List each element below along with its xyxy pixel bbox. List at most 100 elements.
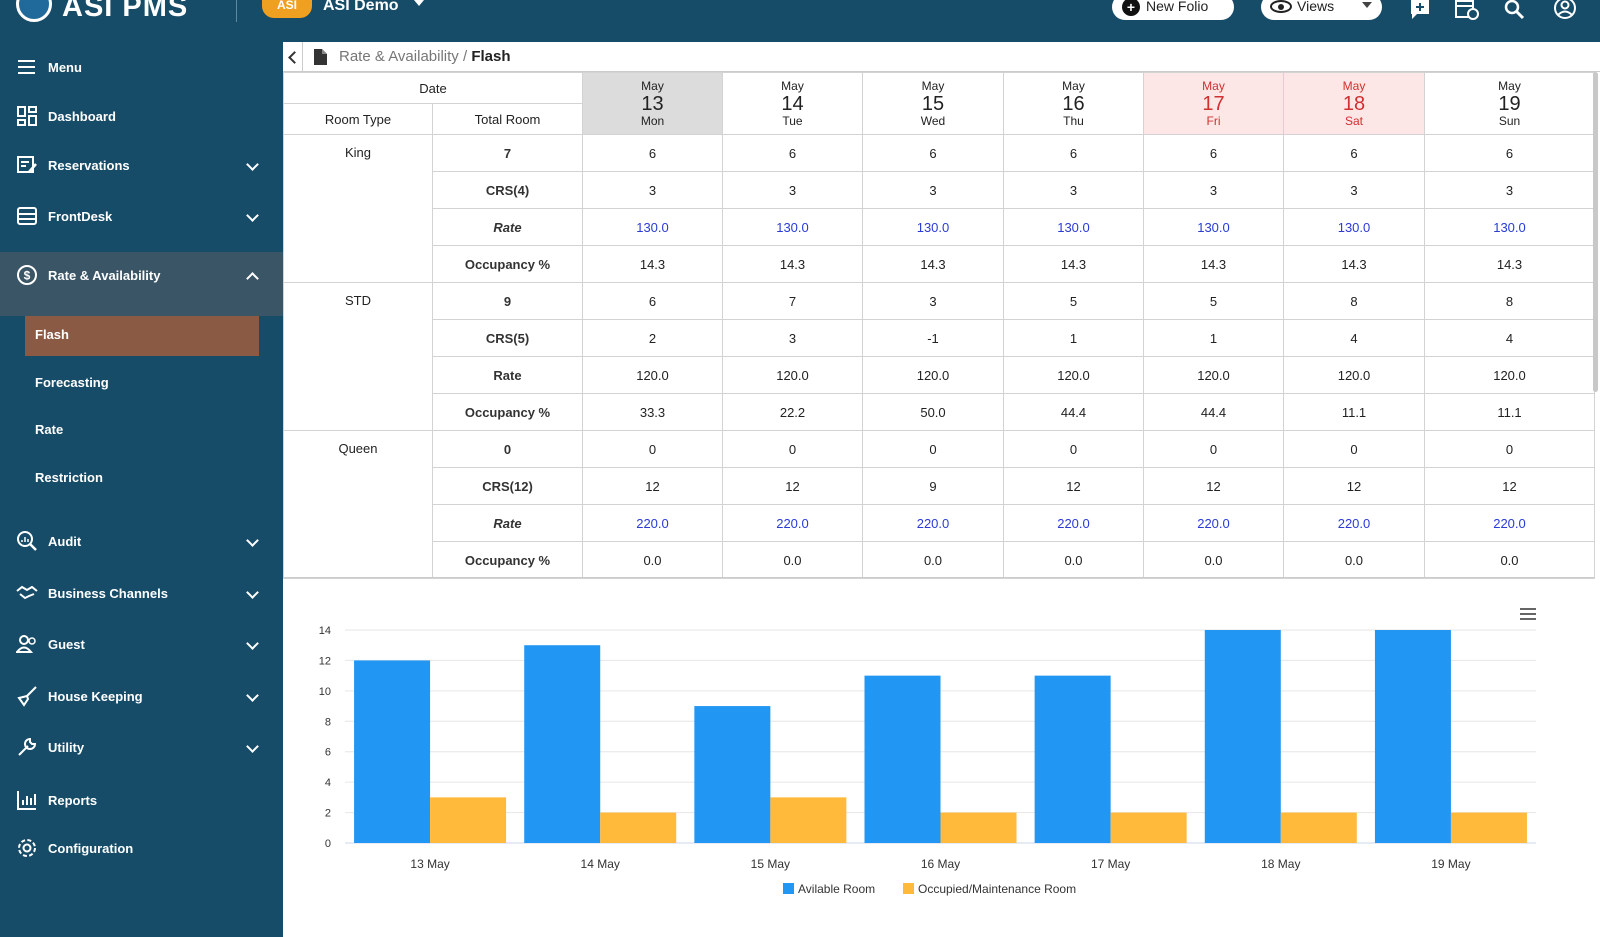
date-column-header[interactable]: May 16 Thu — [1003, 72, 1144, 135]
bar-available-room[interactable] — [1034, 675, 1111, 843]
row-label: CRS(12) — [432, 467, 583, 505]
grid-cell[interactable]: 220.0 — [1283, 504, 1425, 542]
bar-occupied-room[interactable] — [1450, 812, 1527, 843]
bar-occupied-room[interactable] — [770, 797, 847, 843]
table-row: Rate 130.0 130.0 130.0 130.0 130.0 130.0 130.0 — [284, 208, 1595, 246]
grid-cell: 14.3 — [862, 245, 1004, 283]
property-selector[interactable]: ASI Demo — [323, 0, 399, 14]
grid-cell[interactable]: 120.0 — [1283, 356, 1425, 394]
grid-cell: 3 — [722, 171, 863, 209]
legend-swatch[interactable] — [903, 883, 914, 894]
y-tick-label: 4 — [325, 777, 331, 789]
add-message-icon[interactable] — [1408, 0, 1432, 20]
user-account-icon[interactable] — [1553, 0, 1577, 20]
views-dropdown[interactable]: Views — [1261, 0, 1382, 20]
hamburger-icon — [18, 60, 35, 74]
grid-cell[interactable]: 130.0 — [722, 208, 863, 246]
grid-cell[interactable]: 220.0 — [1143, 504, 1284, 542]
plus-icon: + — [1122, 0, 1140, 16]
bar-occupied-room[interactable] — [1280, 812, 1357, 843]
search-icon[interactable] — [1503, 0, 1527, 20]
date-column-header[interactable]: May 17 Fri — [1143, 72, 1284, 135]
sidebar-sub-item-restriction[interactable]: Restriction — [35, 470, 103, 485]
grid-cell[interactable]: 220.0 — [1424, 504, 1595, 542]
grid-cell[interactable]: 120.0 — [862, 356, 1004, 394]
grid-cell: 0.0 — [1143, 541, 1284, 579]
grid-cell[interactable]: 120.0 — [1424, 356, 1595, 394]
bar-occupied-room[interactable] — [940, 812, 1017, 843]
grid-cell[interactable]: 220.0 — [722, 504, 863, 542]
date-month: May — [1062, 78, 1085, 93]
breadcrumb-parent[interactable]: Rate & Availability — [339, 48, 459, 65]
x-tick-label: 19 May — [1431, 857, 1470, 871]
bar-available-room[interactable] — [694, 706, 771, 843]
hotel-badge: ASI — [262, 0, 312, 18]
logo-icon — [16, 0, 52, 22]
bar-available-room[interactable] — [1374, 630, 1451, 843]
date-column-header[interactable]: May 19 Sun — [1424, 72, 1595, 135]
sidebar-sub-item-flash[interactable]: Flash — [35, 327, 69, 342]
bar-occupied-room[interactable] — [1110, 812, 1187, 843]
date-column-header[interactable]: May 13 Mon — [582, 72, 723, 135]
grid-cell: 12 — [1283, 467, 1425, 505]
grid-cell[interactable]: 130.0 — [862, 208, 1004, 246]
legend-label[interactable]: Occupied/Maintenance Room — [918, 882, 1076, 896]
calendar-clock-icon[interactable] — [1455, 0, 1479, 20]
grid-cell[interactable]: 120.0 — [1003, 356, 1144, 394]
back-chevron-icon[interactable] — [283, 42, 303, 72]
y-tick-label: 2 — [325, 808, 331, 820]
sidebar: Menu Dashboard Reservations FrontDesk — [0, 42, 283, 937]
sidebar-item-label: Dashboard — [48, 109, 116, 124]
grid-cell[interactable]: 120.0 — [582, 356, 723, 394]
grid-cell[interactable]: 130.0 — [1003, 208, 1144, 246]
date-column-header[interactable]: May 15 Wed — [862, 72, 1004, 135]
date-weekday: Wed — [920, 113, 946, 128]
sidebar-sub-item-rate[interactable]: Rate — [35, 422, 64, 437]
x-tick-label: 16 May — [921, 857, 960, 871]
grid-cell: 4 — [1283, 319, 1425, 357]
y-tick-label: 14 — [319, 625, 331, 637]
date-weekday: Mon — [640, 113, 665, 128]
date-weekday: Sat — [1344, 113, 1363, 128]
bar-available-room[interactable] — [354, 660, 431, 843]
room-type-name: STD — [283, 282, 433, 431]
grid-cell[interactable]: 220.0 — [1003, 504, 1144, 542]
grid-cell[interactable]: 130.0 — [1143, 208, 1284, 246]
sidebar-sub-item-forecasting[interactable]: Forecasting — [35, 375, 109, 390]
chevron-down-icon — [246, 534, 259, 547]
date-month: May — [921, 78, 945, 93]
y-tick-label: 12 — [319, 655, 331, 667]
grid-cell: 0.0 — [582, 541, 723, 579]
grid-cell: 3 — [1424, 171, 1595, 209]
grid-cell[interactable]: 220.0 — [582, 504, 723, 542]
grid-cell[interactable]: 120.0 — [722, 356, 863, 394]
grid-cell: 12 — [582, 467, 723, 505]
bar-occupied-room[interactable] — [600, 812, 677, 843]
grid-cell[interactable]: 130.0 — [1424, 208, 1595, 246]
grid-cell[interactable]: 130.0 — [1283, 208, 1425, 246]
date-column-header[interactable]: May 18 Sat — [1283, 72, 1425, 135]
date-month: May — [641, 78, 664, 93]
legend-label[interactable]: Avilable Room — [798, 882, 875, 896]
bar-available-room[interactable] — [524, 645, 601, 843]
property-chevron-down-icon[interactable] — [414, 0, 424, 6]
grid-cell: 50.0 — [862, 393, 1004, 431]
grid-cell[interactable]: 130.0 — [582, 208, 723, 246]
table-row: King 7 6 6 6 6 6 6 6 — [283, 134, 1595, 283]
bar-available-room[interactable] — [1204, 630, 1281, 843]
date-column-header[interactable]: May 14 Tue — [722, 72, 863, 135]
grid-cell[interactable]: 220.0 — [862, 504, 1004, 542]
chart-menu-icon[interactable] — [1520, 608, 1536, 620]
new-folio-button[interactable]: + New Folio — [1112, 0, 1234, 20]
bar-occupied-room[interactable] — [430, 797, 507, 843]
grid-cell: 11.1 — [1424, 393, 1595, 431]
grid-cell: 0 — [1424, 430, 1595, 468]
grid-cell[interactable]: 120.0 — [1143, 356, 1284, 394]
bar-available-room[interactable] — [864, 675, 941, 843]
date-day: 19 — [1498, 92, 1521, 115]
row-label: CRS(4) — [432, 171, 583, 209]
grid-cell: 5 — [1003, 282, 1144, 320]
legend-swatch[interactable] — [783, 883, 794, 894]
vertical-scrollbar[interactable] — [1593, 72, 1598, 392]
grid-cell: 6 — [1283, 134, 1425, 172]
